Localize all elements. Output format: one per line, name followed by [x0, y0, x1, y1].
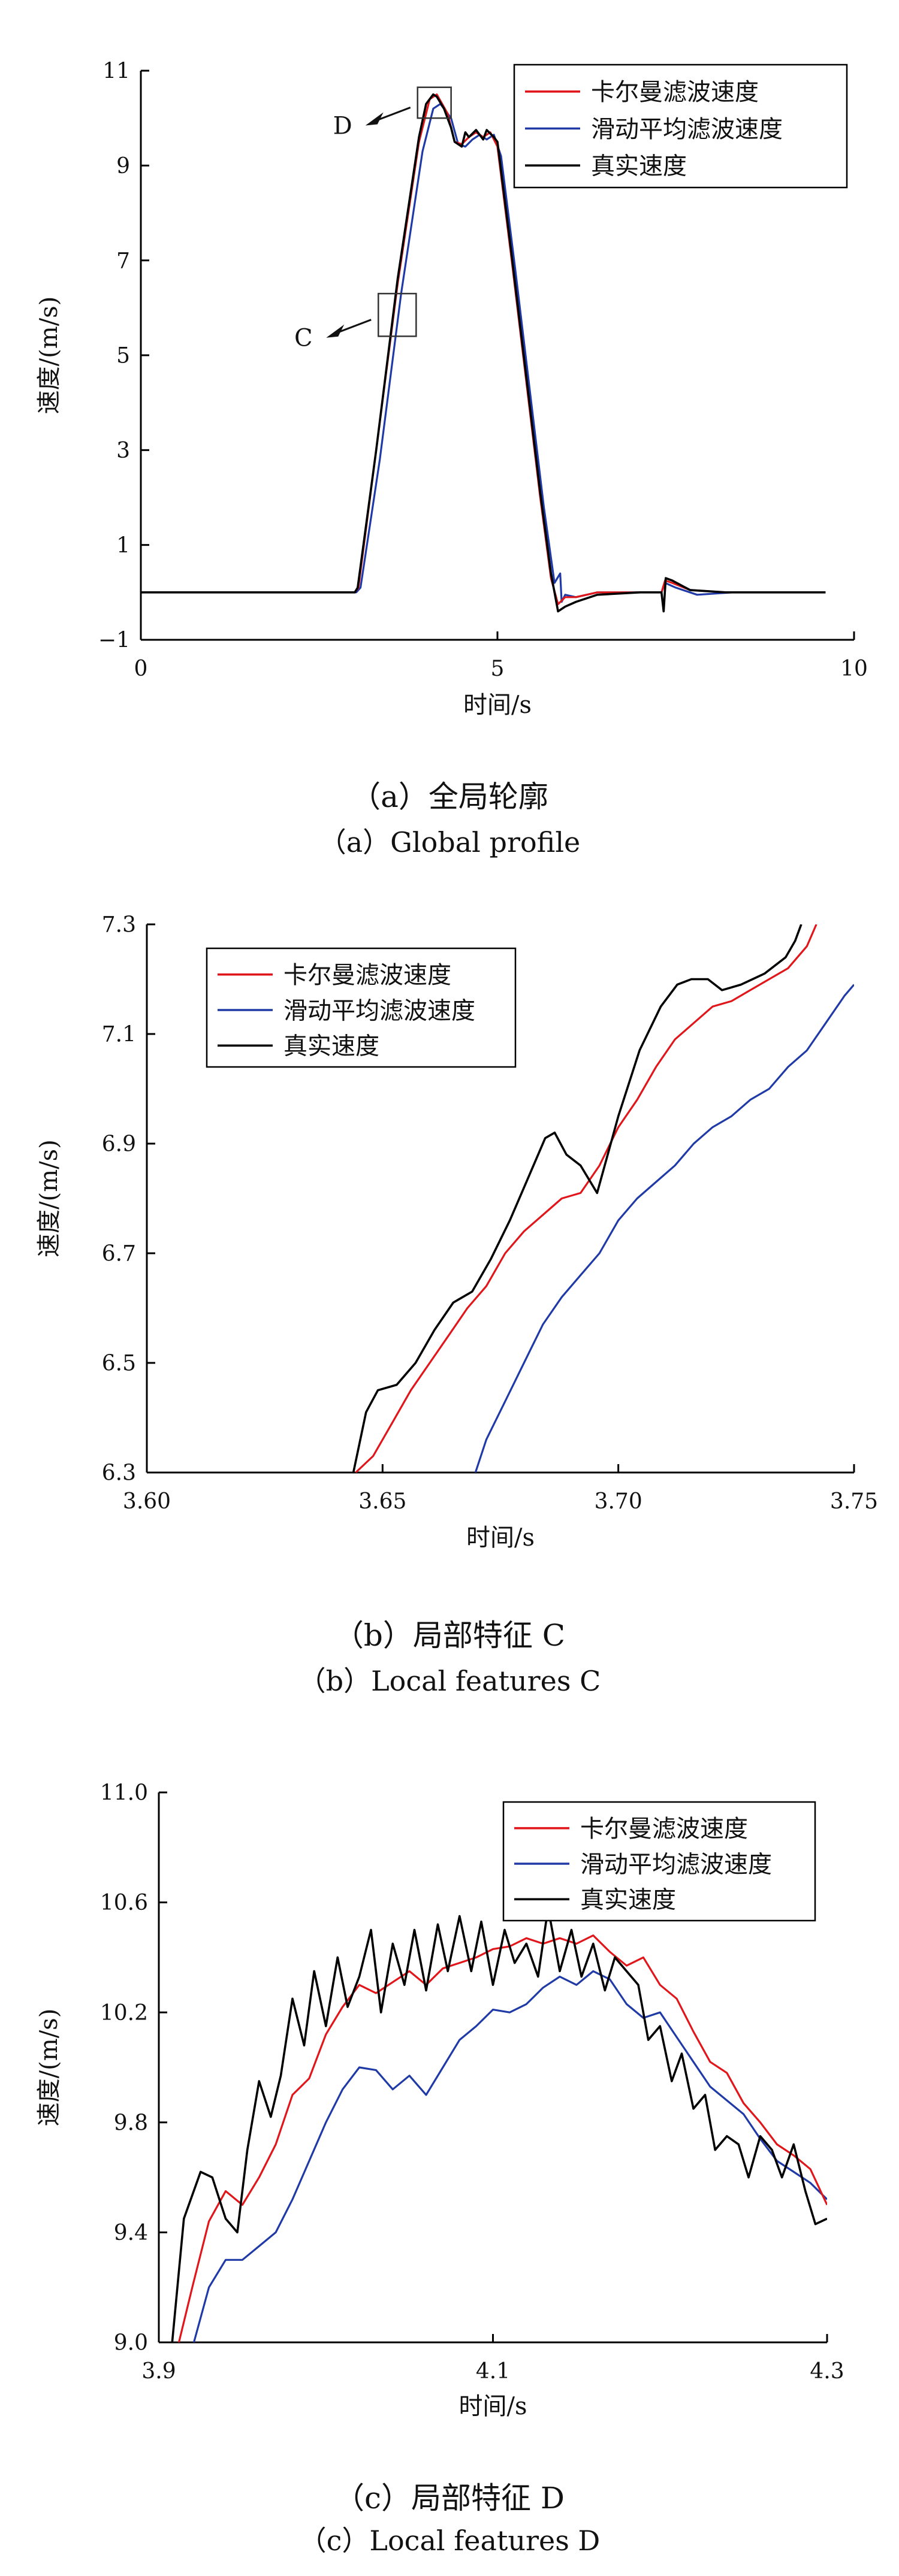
x-tick-label: 3.60 — [123, 1489, 171, 1514]
series-line-2 — [141, 93, 826, 613]
legend-label: 滑动平均滤波速度 — [283, 997, 475, 1024]
y-tick-label: 1 — [116, 533, 130, 558]
legend-box — [206, 947, 517, 1068]
annotation-box — [417, 86, 452, 119]
annotation-label: D — [333, 112, 352, 140]
caption-cn: （a）全局轮廓 — [351, 779, 548, 814]
legend-label: 滑动平均滤波速度 — [580, 1851, 772, 1878]
annotation-box — [378, 292, 417, 337]
x-axis-label: 时间/s — [458, 2393, 527, 2420]
chart-global-profile: −1 1 3 5 7 9 11 0 5 10 时间/s 速度/(m/s) D C 卡尔曼滤波速度滑动平均滤波… — [35, 59, 868, 719]
chart-local-features-d: 9.0 9.4 9.8 10.2 10.6 11.0 3.9 4.1 4.3 时间/s 速度/(m/… — [35, 1781, 844, 2420]
series-group — [352, 924, 854, 1473]
x-tick-label: 5 — [491, 657, 505, 681]
y-tick-label: 7 — [116, 249, 130, 273]
y-tick-label: 6.5 — [102, 1352, 136, 1376]
caption-cn: （b）局部特征 C — [333, 1618, 566, 1653]
y-tick-label: 9.8 — [114, 2111, 148, 2135]
y-tick-label: 9.4 — [114, 2221, 148, 2245]
x-tick-label: 3.75 — [830, 1489, 878, 1514]
legend-label: 真实速度 — [283, 1033, 379, 1060]
y-tick-label: 3 — [116, 439, 130, 463]
x-tick-label: 4.3 — [810, 2359, 844, 2384]
series-line-1 — [474, 984, 854, 1473]
x-tick-label: 4.1 — [476, 2359, 510, 2384]
caption-en: （b）Local features C — [298, 1665, 601, 1697]
y-tick-label: 6.7 — [102, 1242, 136, 1266]
y-tick-label: 11.0 — [100, 1781, 148, 1806]
y-axis-label: 速度/(m/s) — [35, 297, 63, 415]
chart-local-features-c: 6.3 6.5 6.7 6.9 7.1 7.3 3.60 3.65 3.70 3.75 时间/s 速度… — [35, 913, 878, 1552]
series-line-1 — [192, 1970, 827, 2342]
caption-en: （a）Global profile — [318, 826, 581, 858]
chart-panel-local-d: 9.0 9.4 9.8 10.2 10.6 11.0 3.9 4.1 4.3 时间/s 速度/(m/… — [0, 1737, 899, 2576]
x-tick-label: 3.9 — [141, 2359, 176, 2384]
x-tick-label: 3.65 — [358, 1489, 406, 1514]
series-line-2 — [171, 1906, 827, 2342]
y-tick-label: 7.1 — [102, 1023, 136, 1047]
legend-label: 滑动平均滤波速度 — [591, 116, 783, 143]
legend-label: 卡尔曼滤波速度 — [591, 78, 759, 106]
annotation-label: C — [294, 325, 313, 352]
legend-label: 真实速度 — [591, 153, 687, 180]
caption-cn: （c）局部特征 D — [334, 2481, 565, 2515]
x-tick-label: 0 — [134, 657, 148, 681]
y-tick-label: 9 — [116, 154, 130, 179]
y-tick-label: 9.0 — [114, 2331, 148, 2356]
y-tick-label: 10.2 — [100, 2001, 148, 2025]
x-tick-label: 10 — [840, 657, 868, 681]
series-line-2 — [352, 924, 803, 1473]
series-group — [171, 1906, 827, 2342]
x-axis-label: 时间/s — [463, 691, 532, 719]
legend-box — [513, 64, 848, 189]
y-tick-label: 10.6 — [100, 1891, 148, 1915]
legend-label: 卡尔曼滤波速度 — [580, 1815, 748, 1843]
y-tick-label: 11 — [102, 59, 130, 84]
x-axis-label: 时间/s — [466, 1524, 535, 1552]
y-tick-label: 5 — [116, 344, 130, 368]
annotation-arrowhead — [365, 112, 384, 126]
chart-panel-global: −1 1 3 5 7 9 11 0 5 10 时间/s 速度/(m/s) D C 卡尔曼滤波速度 滑动平均滤波… — [0, 0, 899, 869]
y-tick-label: 6.3 — [102, 1461, 136, 1486]
legend-label: 卡尔曼滤波速度 — [283, 962, 451, 989]
caption-en: （c）Local features D — [298, 2524, 601, 2557]
legend-label: 真实速度 — [580, 1886, 676, 1914]
series-group — [141, 93, 826, 613]
y-tick-label: 7.3 — [102, 913, 136, 938]
annotation-arrowhead — [326, 324, 345, 338]
legend-box — [502, 1801, 816, 1922]
x-tick-label: 3.70 — [595, 1489, 642, 1514]
y-tick-label: 6.9 — [102, 1132, 136, 1157]
y-tick-label: −1 — [98, 628, 130, 653]
y-axis-label: 速度/(m/s) — [35, 2009, 63, 2127]
chart-panel-local-c: 6.3 6.5 6.7 6.9 7.1 7.3 3.60 3.65 3.70 3.75 时间/s 速度… — [0, 869, 899, 1737]
y-axis-label: 速度/(m/s) — [35, 1139, 63, 1257]
